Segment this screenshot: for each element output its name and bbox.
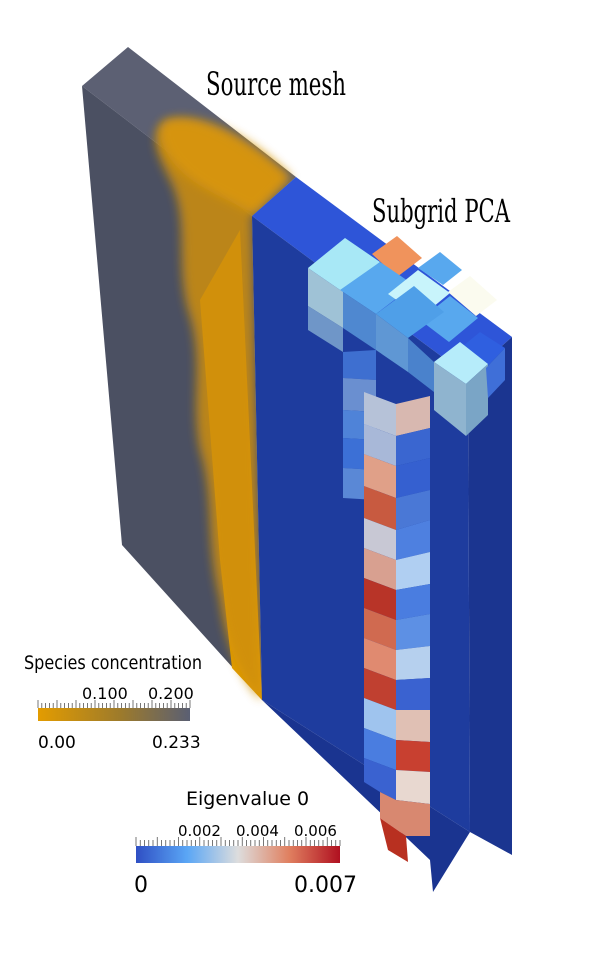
pca-cell-face (434, 362, 466, 436)
pca-stem-cell (380, 792, 430, 836)
pca-top-cell (308, 238, 380, 292)
pca-top-cell (340, 262, 414, 314)
species-min-label: 0.00 (38, 733, 76, 753)
species-legend: Species concentration 0.100 0.200 0.00 0… (24, 652, 202, 753)
eigen-tick-label: 0.004 (236, 822, 279, 840)
species-max-label: 0.233 (152, 733, 201, 753)
pca-stem-cell (364, 424, 396, 466)
source-mesh-label: Source mesh (206, 65, 346, 103)
pca-top-cell (434, 342, 488, 384)
pca-stem-cell (364, 758, 396, 800)
pca-stem-cell (364, 454, 396, 498)
pca-top-cell (418, 252, 462, 285)
pca-stem-cell (364, 728, 396, 770)
pca-stem-cell (396, 614, 430, 650)
pca-stem-cell (364, 638, 396, 680)
pca-top-cell (372, 236, 422, 277)
species-tick-label: 0.200 (148, 684, 194, 703)
pca-cell-face (466, 364, 488, 436)
pca-stem-cell (396, 490, 430, 530)
pca-cell-face (308, 306, 343, 352)
pca-cell-face (408, 338, 434, 392)
eigen-legend-title: Eigenvalue 0 (186, 788, 309, 810)
pca-cell-face (376, 314, 408, 372)
pca-stem-cell (343, 350, 376, 380)
eigen-tick-label: 0.006 (294, 822, 337, 840)
pca-stem-cell (396, 710, 430, 742)
pca-top-cell (448, 276, 497, 316)
pca-stem-cell (364, 392, 396, 436)
pca-stem-cell (364, 578, 396, 620)
pca-stem-cell (396, 428, 430, 466)
pca-cell-face (308, 268, 343, 328)
pca-block-right (468, 337, 512, 855)
pca-stem-cell (364, 698, 396, 740)
species-colorbar (38, 708, 190, 721)
species-ticks (37, 700, 191, 708)
pca-stem-cell (364, 608, 396, 650)
pca-stem-cell (364, 518, 396, 560)
pca-top-cell (376, 286, 444, 338)
pca-stem-cell (364, 548, 396, 590)
source-plume-top (160, 117, 292, 214)
eigen-tick-label: 0.002 (178, 822, 221, 840)
pca-stem-cell (396, 458, 430, 498)
pca-stem-cell (396, 396, 430, 436)
source-concentration-plume (155, 121, 285, 700)
pca-stem-cell (396, 646, 430, 680)
pca-block-bottom (262, 700, 470, 892)
species-legend-title: Species concentration (24, 652, 202, 674)
eigen-colorbar (136, 846, 340, 863)
species-tick-label: 0.100 (82, 684, 128, 703)
pca-stem-cells (343, 350, 430, 862)
pca-cell-face (343, 292, 376, 350)
pca-stem-cell (396, 584, 430, 620)
pca-cell-face (486, 348, 505, 398)
eigen-max-label: 0.007 (294, 873, 357, 898)
eigen-min-label: 0 (134, 873, 148, 898)
eigen-legend: Eigenvalue 0 0.002 0.004 0.006 0 0.007 (134, 788, 357, 898)
pca-stem-cell (364, 486, 396, 530)
pca-top-cell (458, 332, 505, 368)
source-mesh-slab (82, 47, 296, 700)
pca-stem-cell (396, 770, 430, 804)
pca-stem-cell (396, 678, 430, 710)
pca-top-cell (420, 296, 478, 342)
pca-stem-cell (396, 740, 430, 772)
pca-stem-cell (364, 668, 396, 710)
subgrid-pca-label: Subgrid PCA (372, 192, 511, 230)
eigen-ticks (135, 837, 341, 846)
pca-stem-cell (380, 818, 408, 862)
pca-stem-cell (396, 552, 430, 590)
pca-top-cells (308, 236, 505, 436)
pca-stem-cell (396, 520, 430, 560)
